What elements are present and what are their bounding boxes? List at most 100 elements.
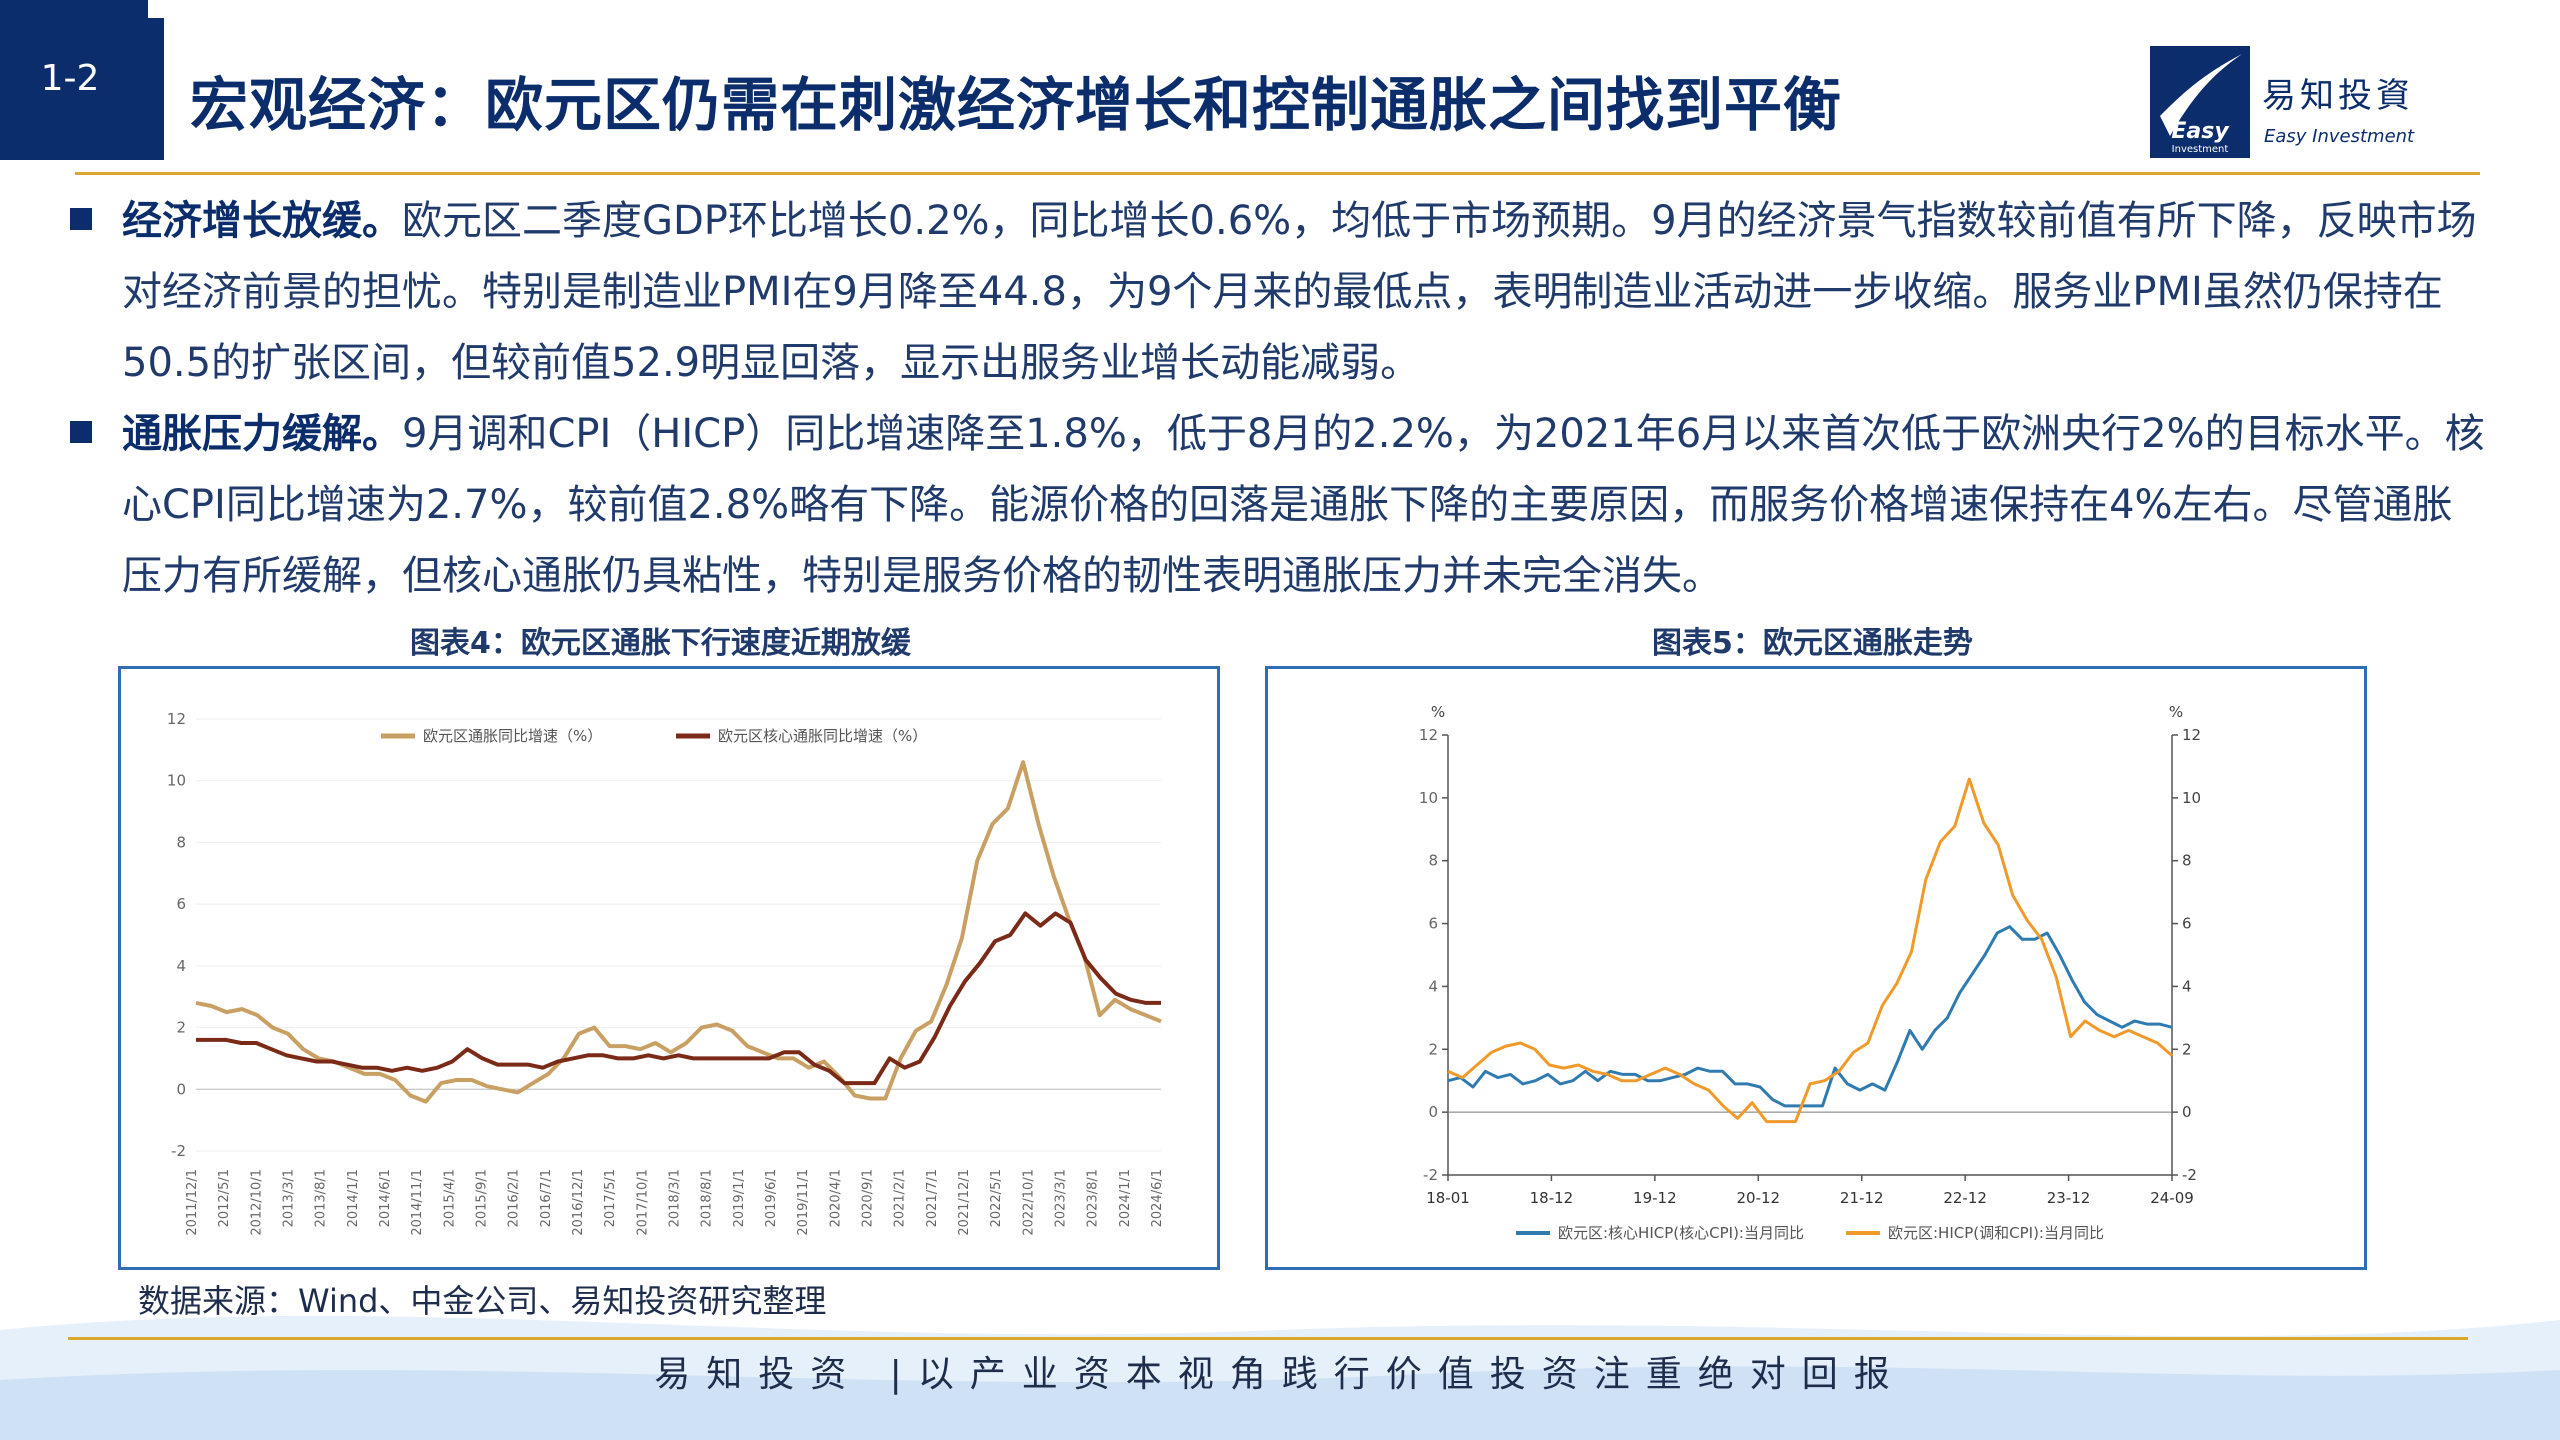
badge-accent-bar xyxy=(148,18,164,160)
x-tick-label: 2016/7/1 xyxy=(539,1169,554,1227)
y-tick-label-right: 8 xyxy=(2182,852,2192,870)
x-tick-label: 2021/2/1 xyxy=(893,1169,908,1227)
y-tick-label-right: 6 xyxy=(2182,915,2192,933)
bullet-list: 经济增长放缓。欧元区二季度GDP环比增长0.2%，同比增长0.6%，均低于市场预… xyxy=(70,186,2490,612)
x-tick-label: 22-12 xyxy=(1943,1189,1987,1207)
series-line-2 xyxy=(1447,777,2173,1124)
x-tick-label: 2024/6/1 xyxy=(1150,1169,1165,1227)
x-tick-label: 18-01 xyxy=(1426,1189,1470,1207)
x-tick-label: 2019/11/1 xyxy=(796,1169,811,1236)
chart5-svg: 12 12 10 10 8 8 6 6 4 4 2 2 0 0 -2 -2 18-01 18-12 19-12 20-… xyxy=(1419,703,2201,1242)
bullet-growth: 经济增长放缓。欧元区二季度GDP环比增长0.2%，同比增长0.6%，均低于市场预… xyxy=(70,186,2490,399)
y-tick-label-right: 10 xyxy=(2182,789,2201,807)
x-tick-label: 24-09 xyxy=(2150,1189,2194,1207)
y-tick-label: 0 xyxy=(1428,1103,1438,1121)
x-tick-label: 2023/3/1 xyxy=(1054,1169,1069,1227)
y-tick-label-right: 2 xyxy=(2182,1040,2192,1058)
y-tick-label-right: 4 xyxy=(2182,977,2192,995)
y-tick-label: 12 xyxy=(167,710,186,728)
y-tick-label: 8 xyxy=(176,833,186,851)
x-tick-label: 2012/10/1 xyxy=(249,1169,264,1236)
chart5-panel: 12 12 10 10 8 8 6 6 4 4 2 2 0 0 -2 -2 18-01 18-12 19-12 20-… xyxy=(1265,666,2367,1270)
x-tick-label: 2011/12/1 xyxy=(185,1169,200,1236)
x-tick-label: 2018/3/1 xyxy=(668,1169,683,1227)
x-tick-label: 2013/8/1 xyxy=(314,1169,329,1227)
chart4-svg: 12 10 8 6 4 2 0 -2 2011/12/1 2012/5/1 2012/10/1 201… xyxy=(167,710,1165,1236)
chart4-caption: 图表4：欧元区通胀下行速度近期放缓 xyxy=(410,626,911,661)
chart4-panel: 12 10 8 6 4 2 0 -2 2011/12/1 2012/5/1 2012/10/1 201… xyxy=(118,666,1220,1270)
bullet-lead: 通胀压力缓解。 xyxy=(122,411,402,457)
x-tick-label: 2020/9/1 xyxy=(861,1169,876,1227)
data-source: 数据来源：Wind、中金公司、易知投资研究整理 xyxy=(138,1282,827,1320)
section-number: 1-2 xyxy=(40,58,100,99)
x-tick-label: 2014/6/1 xyxy=(378,1169,393,1227)
footer-wave xyxy=(0,1315,2560,1440)
bullet-inflation: 通胀压力缓解。9月调和CPI（HICP）同比增速降至1.8%，低于8月的2.2%… xyxy=(70,399,2490,612)
logo-mark: Easy Investment xyxy=(2150,46,2250,158)
x-tick-label: 2020/4/1 xyxy=(828,1169,843,1227)
y-tick-label-right: 0 xyxy=(2182,1103,2192,1121)
x-tick-label: 2019/1/1 xyxy=(732,1169,747,1227)
y-tick-label: 2 xyxy=(176,1019,186,1037)
company-logo: Easy Investment 易知投資 Easy Investment xyxy=(2150,42,2490,162)
x-tick-label: 2015/4/1 xyxy=(442,1169,457,1227)
x-tick-label: 21-12 xyxy=(1840,1189,1884,1207)
bullet-text: 欧元区二季度GDP环比增长0.2%，同比增长0.6%，均低于市场预期。9月的经济… xyxy=(122,198,2477,386)
legend-label-1: 欧元区:核心HICP(核心CPI):当月同比 xyxy=(1558,1224,1804,1242)
x-tick-label: 2014/1/1 xyxy=(346,1169,361,1227)
x-tick-label: 2022/5/1 xyxy=(989,1169,1004,1227)
y-tick-label: 4 xyxy=(1428,977,1438,995)
x-tick-label: 2012/5/1 xyxy=(217,1169,232,1227)
bullet-marker-icon xyxy=(70,421,92,443)
x-tick-label: 2018/8/1 xyxy=(700,1169,715,1227)
legend-label-2: 欧元区:HICP(调和CPI):当月同比 xyxy=(1888,1224,2104,1242)
x-tick-label: 20-12 xyxy=(1736,1189,1780,1207)
y-axis-unit-left: % xyxy=(1431,703,1445,721)
y-tick-label: 8 xyxy=(1428,852,1438,870)
x-tick-label: 2023/8/1 xyxy=(1086,1169,1101,1227)
header-divider xyxy=(75,172,2480,175)
logo-chinese-name: 易知投資 xyxy=(2262,76,2414,116)
chart5-caption: 图表5：欧元区通胀走势 xyxy=(1652,626,1973,661)
y-tick-label: 2 xyxy=(1428,1040,1438,1058)
x-tick-label: 2015/9/1 xyxy=(475,1169,490,1227)
section-badge: 1-2 xyxy=(0,0,148,160)
x-tick-label: 19-12 xyxy=(1633,1189,1677,1207)
series-line-1 xyxy=(195,760,1162,1104)
series-line-1 xyxy=(1447,925,2173,1108)
legend-label-1: 欧元区通胀同比增速（%） xyxy=(423,727,602,745)
y-tick-label-right: -2 xyxy=(2182,1166,2197,1184)
x-tick-label: 2017/5/1 xyxy=(603,1169,618,1227)
x-tick-label: 2022/10/1 xyxy=(1021,1169,1036,1236)
footer-divider xyxy=(68,1337,2468,1340)
y-tick-label: 6 xyxy=(176,895,186,913)
page-title: 宏观经济：欧元区仍需在刺激经济增长和控制通胀之间找到平衡 xyxy=(190,71,1843,139)
x-tick-label: 2021/7/1 xyxy=(925,1169,940,1227)
y-tick-label: 10 xyxy=(1419,789,1438,807)
y-axis-unit-right: % xyxy=(2169,703,2183,721)
x-tick-label: 18-12 xyxy=(1530,1189,1574,1207)
y-tick-label: 10 xyxy=(167,772,186,790)
bullet-marker-icon xyxy=(70,208,92,230)
x-tick-label: 2019/6/1 xyxy=(764,1169,779,1227)
y-tick-label-right: 12 xyxy=(2182,726,2201,744)
logo-english-name: Easy Investment xyxy=(2264,126,2415,147)
footer-slogan: 易知投资 |以产业资本视角践行价值投资注重绝对回报 xyxy=(654,1354,1906,1395)
x-tick-label: 2013/3/1 xyxy=(282,1169,297,1227)
series-line-2 xyxy=(196,911,1161,1086)
x-tick-label: 2021/12/1 xyxy=(957,1169,972,1236)
x-tick-label: 2017/10/1 xyxy=(635,1169,650,1236)
x-tick-label: 2014/11/1 xyxy=(410,1169,425,1236)
y-tick-label: 6 xyxy=(1428,915,1438,933)
y-tick-label: 4 xyxy=(176,957,186,975)
y-tick-label: -2 xyxy=(1423,1166,1438,1184)
x-tick-label: 23-12 xyxy=(2047,1189,2091,1207)
bullet-lead: 经济增长放缓。 xyxy=(122,198,402,244)
svg-text:Investment: Investment xyxy=(2172,144,2229,155)
legend-label-2: 欧元区核心通胀同比增速（%） xyxy=(718,727,927,745)
y-tick-label: 0 xyxy=(176,1080,186,1098)
svg-text:Easy: Easy xyxy=(2171,119,2230,144)
x-tick-label: 2016/12/1 xyxy=(571,1169,586,1236)
x-tick-label: 2016/2/1 xyxy=(507,1169,522,1227)
x-tick-label: 2024/1/1 xyxy=(1118,1169,1133,1227)
